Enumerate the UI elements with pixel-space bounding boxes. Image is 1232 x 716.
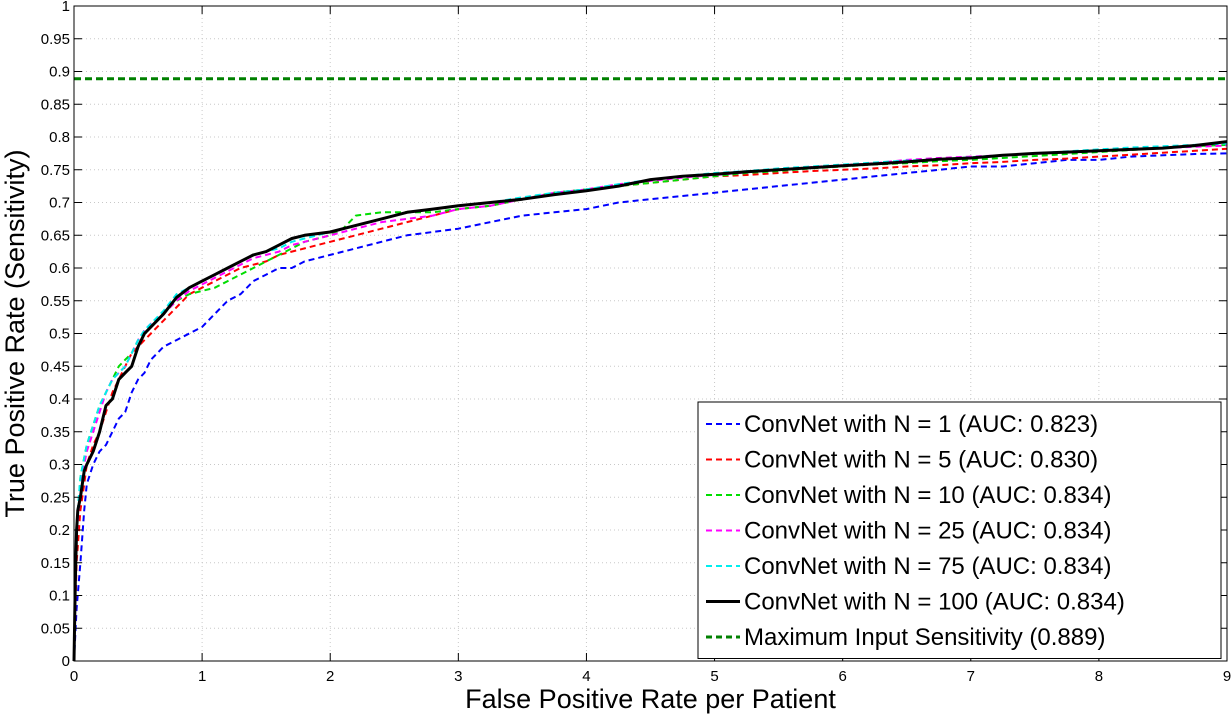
series-line-4	[73, 144, 1228, 662]
x-tick-label: 1	[198, 668, 206, 685]
y-tick-label: 0.6	[49, 260, 70, 277]
y-tick-label: 0.25	[41, 489, 70, 506]
legend-label-3: ConvNet with N = 10 (AUC: 0.834)	[744, 482, 1112, 509]
series-line-3	[73, 143, 1228, 662]
y-tick-label: 0.85	[41, 96, 70, 113]
series-layer	[72, 77, 1228, 662]
y-tick-label: 0.1	[49, 588, 70, 605]
y-tick-label: 0.75	[41, 162, 70, 179]
legend-label-4: ConvNet with N = 25 (AUC: 0.834)	[744, 518, 1112, 545]
legend-label-5: ConvNet with N = 75 (AUC: 0.834)	[744, 553, 1112, 580]
y-tick-label: 0.65	[41, 227, 70, 244]
series-line-2	[73, 147, 1228, 662]
y-tick-label: 0.55	[41, 293, 70, 310]
x-tick-label: 3	[454, 668, 462, 685]
x-axis-label: False Positive Rate per Patient	[465, 684, 836, 714]
y-tick-label: 0.7	[49, 195, 70, 212]
legend-label-2: ConvNet with N = 5 (AUC: 0.830)	[744, 447, 1098, 474]
y-tick-label: 0.95	[41, 31, 70, 48]
series-line-6	[72, 140, 1228, 662]
series-line-1	[73, 152, 1228, 662]
legend: ConvNet with N = 1 (AUC: 0.823) ConvNet w…	[697, 401, 1222, 659]
y-tick-label: 0.45	[41, 358, 70, 375]
x-tick-label: 0	[70, 668, 78, 685]
legend-label-7: Maximum Input Sensitivity (0.889)	[744, 624, 1105, 651]
y-tick-label: 0.2	[49, 522, 70, 539]
legend-label-6: ConvNet with N = 100 (AUC: 0.834)	[744, 589, 1125, 616]
tick-labels: 0 1 2 3 4 5 6 7 8 9 0 0.05 0.1 0.15 0.2 0.25 0.3 0.35 0.4 0…	[41, 0, 1231, 685]
x-tick-label: 8	[1095, 668, 1103, 685]
x-tick-label: 6	[838, 668, 846, 685]
legend-label-1: ConvNet with N = 1 (AUC: 0.823)	[744, 411, 1098, 438]
y-tick-label: 0.3	[49, 457, 70, 474]
y-tick-label: 0.05	[41, 620, 70, 637]
y-tick-label: 0	[62, 653, 70, 670]
y-tick-label: 0.35	[41, 424, 70, 441]
x-tick-label: 2	[326, 668, 334, 685]
y-axis-label: True Positive Rate (Sensitivity)	[0, 149, 30, 517]
x-tick-label: 7	[967, 668, 975, 685]
y-tick-label: 0.8	[49, 129, 70, 146]
y-tick-label: 1	[62, 0, 70, 15]
y-tick-label: 0.5	[49, 326, 70, 343]
x-tick-label: 9	[1223, 668, 1231, 685]
x-tick-label: 4	[582, 668, 590, 685]
x-tick-label: 5	[710, 668, 718, 685]
y-tick-label: 0.15	[41, 555, 70, 572]
y-tick-label: 0.9	[49, 64, 70, 81]
legend-box	[697, 401, 1222, 659]
grid	[74, 6, 1227, 661]
y-tick-label: 0.4	[49, 391, 70, 408]
